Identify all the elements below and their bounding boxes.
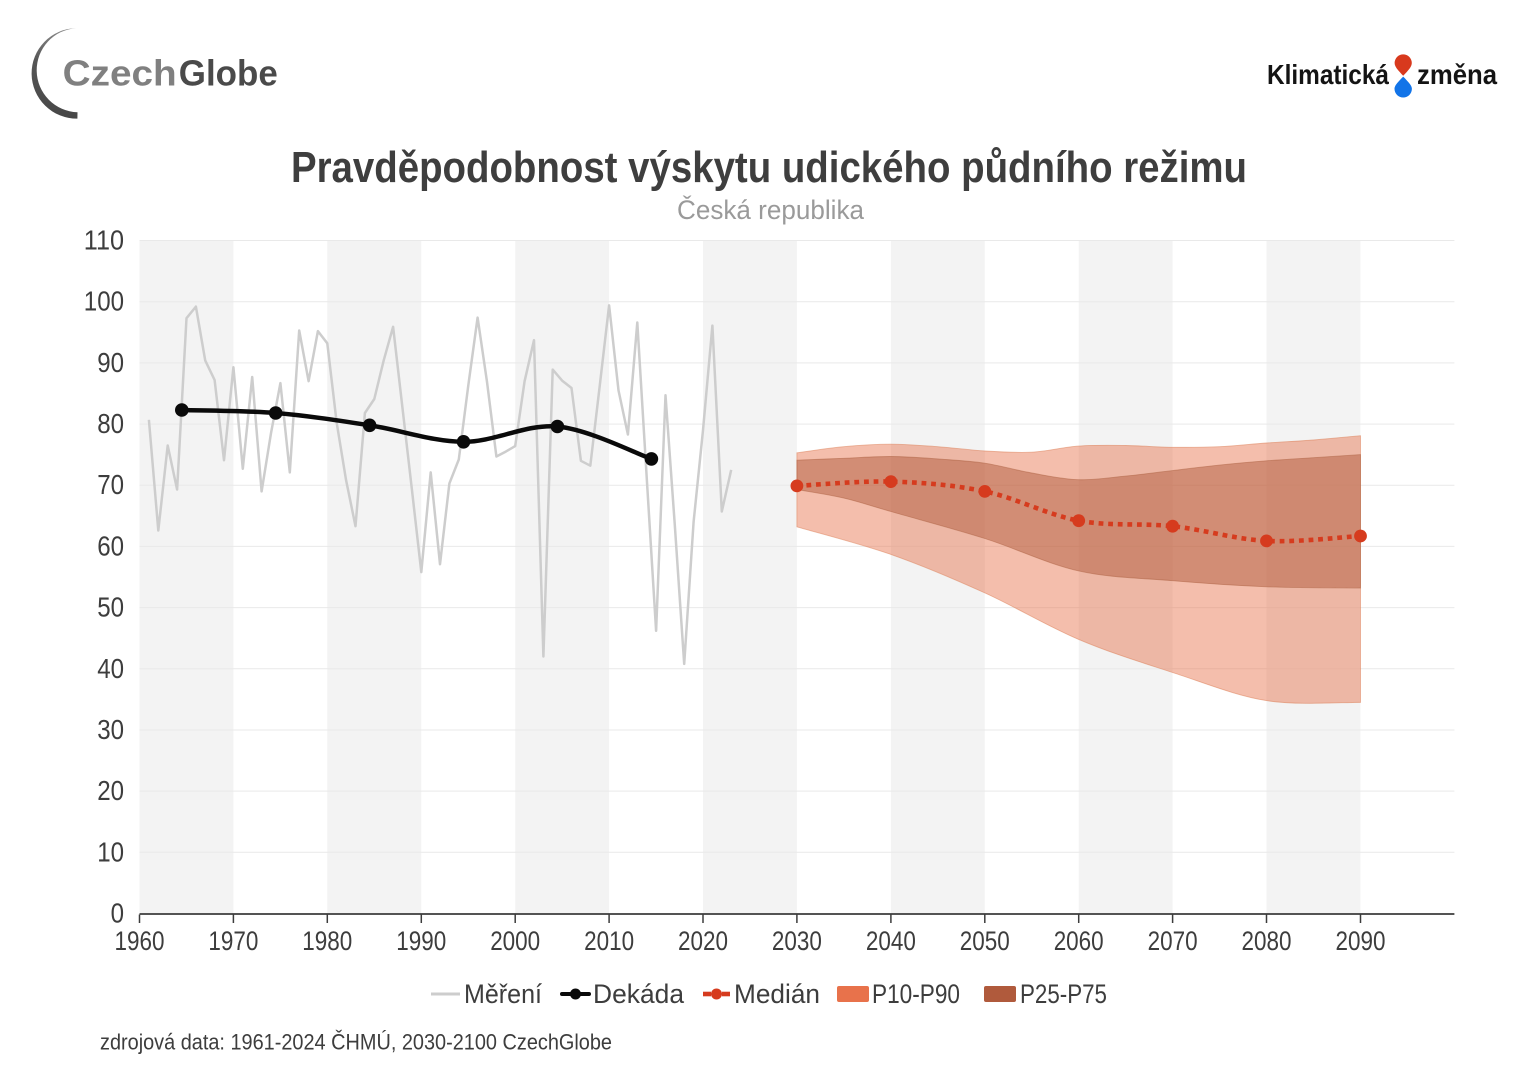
- svg-text:60: 60: [97, 530, 124, 561]
- svg-text:1990: 1990: [396, 926, 446, 956]
- svg-text:Měření: Měření: [464, 979, 543, 1009]
- svg-text:1980: 1980: [302, 926, 352, 956]
- svg-text:2060: 2060: [1054, 926, 1104, 956]
- svg-text:70: 70: [97, 469, 124, 500]
- svg-text:20: 20: [97, 775, 124, 806]
- svg-text:10: 10: [97, 836, 124, 867]
- svg-text:0: 0: [111, 898, 124, 929]
- svg-text:2070: 2070: [1148, 926, 1198, 956]
- svg-text:Czech: Czech: [63, 53, 177, 94]
- svg-text:40: 40: [97, 653, 124, 684]
- svg-text:2050: 2050: [960, 926, 1010, 956]
- svg-text:Klimatická: Klimatická: [1267, 59, 1389, 90]
- svg-text:80: 80: [97, 408, 124, 439]
- svg-text:90: 90: [97, 347, 124, 378]
- svg-text:Medián: Medián: [734, 979, 820, 1009]
- svg-text:změna: změna: [1417, 59, 1497, 90]
- svg-text:P10-P90: P10-P90: [872, 979, 960, 1009]
- svg-text:Česká republika: Česká republika: [677, 195, 864, 225]
- svg-text:2010: 2010: [584, 926, 634, 956]
- svg-text:30: 30: [97, 714, 124, 745]
- svg-text:110: 110: [84, 225, 124, 256]
- svg-text:2030: 2030: [772, 926, 822, 956]
- svg-text:2020: 2020: [678, 926, 728, 956]
- svg-text:2090: 2090: [1336, 926, 1386, 956]
- svg-text:2080: 2080: [1242, 926, 1292, 956]
- svg-text:Pravděpodobnost výskytu udické: Pravděpodobnost výskytu udického půdního…: [291, 143, 1247, 192]
- svg-text:1970: 1970: [208, 926, 258, 956]
- svg-text:2040: 2040: [866, 926, 916, 956]
- svg-text:zdrojová data: 1961-2024 ČHMÚ,: zdrojová data: 1961-2024 ČHMÚ, 2030-2100…: [100, 1030, 612, 1055]
- svg-text:100: 100: [84, 286, 124, 317]
- svg-text:1960: 1960: [115, 926, 165, 956]
- svg-text:2000: 2000: [490, 926, 540, 956]
- svg-text:Dekáda: Dekáda: [593, 979, 684, 1009]
- svg-text:Globe: Globe: [179, 53, 278, 94]
- svg-text:50: 50: [97, 592, 124, 623]
- svg-text:P25-P75: P25-P75: [1020, 979, 1107, 1009]
